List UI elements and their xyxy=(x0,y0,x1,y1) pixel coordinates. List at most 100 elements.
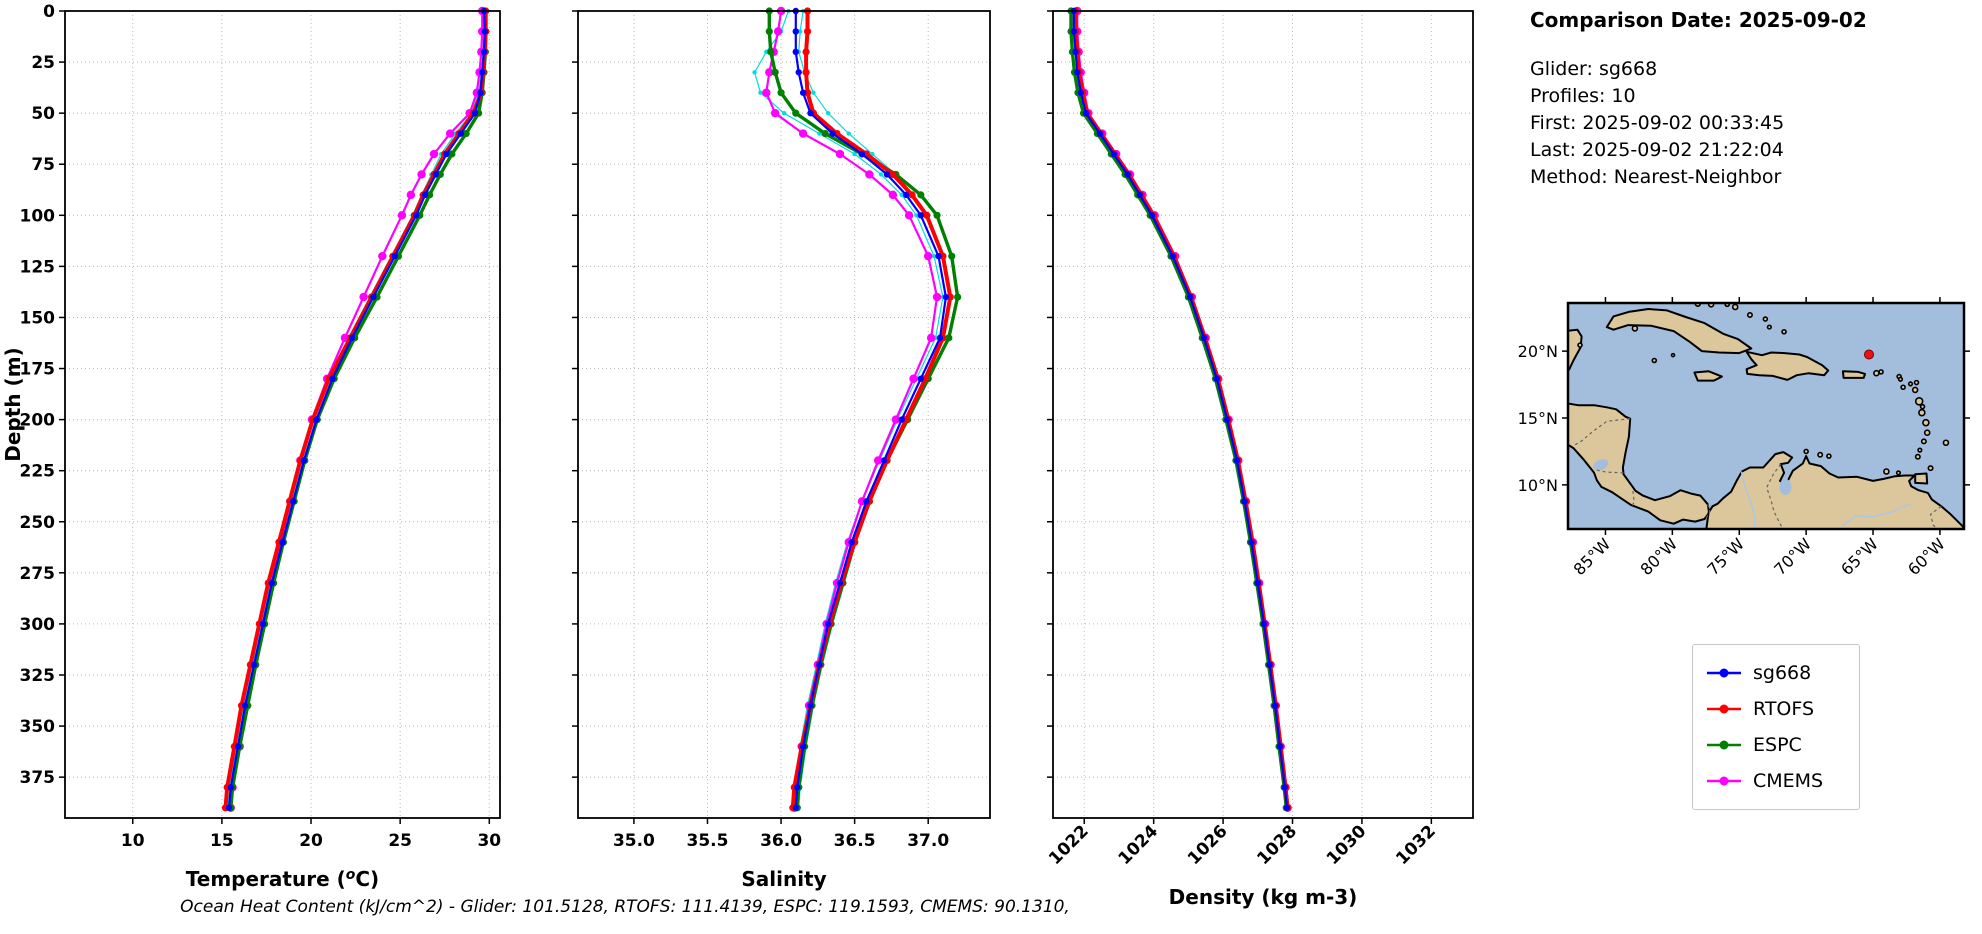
series-marker-glider-profile-2 xyxy=(846,131,851,136)
island xyxy=(1746,312,1753,319)
island xyxy=(1907,381,1914,387)
series-marker-sg668 xyxy=(1082,109,1090,117)
series-marker-ESPC xyxy=(945,334,953,342)
legend-item-label: ESPC xyxy=(1753,734,1802,756)
series-marker-sg668 xyxy=(807,109,814,117)
island xyxy=(1919,403,1926,410)
series-marker-sg668 xyxy=(313,416,320,423)
series-marker-sg668 xyxy=(1276,743,1284,750)
series-marker-glider-profile-1 xyxy=(931,253,937,259)
y-tick-label: 275 xyxy=(20,564,56,584)
series-marker-sg668 xyxy=(1110,150,1117,158)
y-tick-label: 0 xyxy=(43,2,55,22)
series-marker-sg668 xyxy=(936,334,944,342)
island xyxy=(1897,376,1904,382)
series-marker-RTOFS xyxy=(802,48,810,56)
series-marker-sg668 xyxy=(289,498,297,505)
x-tick-label: 1022 xyxy=(1045,821,1093,869)
info-panel: Glider: sg668 Profiles: 10 First: 2025-0… xyxy=(1530,56,1784,191)
series-marker-CMEMS xyxy=(406,190,416,200)
series-marker-ESPC xyxy=(792,109,800,117)
series-marker-sg668 xyxy=(829,130,836,137)
lake xyxy=(1779,478,1792,495)
series-marker-CMEMS xyxy=(891,415,901,424)
series-marker-RTOFS xyxy=(908,191,916,199)
map-x-tick-label: 80°W xyxy=(1636,534,1681,579)
map-x-tick-label: 70°W xyxy=(1770,534,1815,579)
series-marker-sg668 xyxy=(1124,171,1131,178)
series-marker-CMEMS xyxy=(904,211,914,220)
series-marker-sg668 xyxy=(824,620,832,628)
series-marker-CMEMS xyxy=(865,170,874,179)
axes-frame xyxy=(577,10,991,819)
x-tick-label: 20 xyxy=(299,831,323,851)
glider-position-marker xyxy=(1864,349,1875,360)
island xyxy=(1923,429,1931,437)
series-marker-CMEMS xyxy=(798,129,808,138)
series-marker-sg668 xyxy=(300,457,308,464)
map-inset: 85°W 80°W 75°W 70°W 65°W 60°W 20°N 15°N 10°N xyxy=(1518,297,1970,579)
island xyxy=(1911,386,1919,394)
info-glider: Glider: sg668 xyxy=(1530,58,1658,80)
y-tick-label: 325 xyxy=(20,666,56,686)
series-marker-ESPC xyxy=(436,170,444,179)
series-marker-sg668 xyxy=(1281,784,1289,791)
series-marker-sg668 xyxy=(883,171,891,178)
legend-item-label: CMEMS xyxy=(1753,770,1824,792)
series-marker-ESPC xyxy=(448,150,456,158)
legend-line-icon xyxy=(1707,704,1741,714)
plot-salinity: 35.0 35.5 36.0 36.5 37.0 Salinity xyxy=(572,6,991,891)
island xyxy=(1731,303,1739,311)
series-marker-sg668 xyxy=(443,150,450,158)
x-tick-label: 1026 xyxy=(1184,821,1232,869)
y-tick-label: 250 xyxy=(20,513,56,533)
series-marker-sg668 xyxy=(1077,89,1084,96)
series-marker-CMEMS xyxy=(932,292,942,302)
series-marker-sg668 xyxy=(1072,48,1079,56)
series-marker-glider-profile-2 xyxy=(825,110,831,116)
island xyxy=(1895,470,1902,476)
series-marker-sg668 xyxy=(413,212,420,219)
info-last-time: Last: 2025-09-02 21:22:04 xyxy=(1530,139,1784,161)
series-marker-sg668 xyxy=(1266,661,1273,668)
series-marker-glider-profile-1 xyxy=(817,131,822,136)
series-marker-ESPC xyxy=(462,129,470,138)
series-marker-glider-profile-1 xyxy=(752,70,757,75)
series-marker-sg668 xyxy=(1186,293,1194,301)
series-marker-sg668 xyxy=(848,538,855,546)
coastline xyxy=(1841,370,1866,379)
series-marker-CMEMS xyxy=(359,292,368,302)
series-marker-ESPC xyxy=(777,89,785,97)
series-marker-ESPC xyxy=(425,191,434,199)
series-marker-sg668 xyxy=(816,661,823,668)
series-marker-sg668 xyxy=(1254,579,1261,587)
comparison-date-title: Comparison Date: 2025-09-02 xyxy=(1530,8,1867,32)
legend: sg668 RTOFS ESPC CMEMS xyxy=(1692,644,1860,810)
series-marker-sg668 xyxy=(1070,28,1078,35)
series-marker-sg668 xyxy=(898,416,905,423)
series-marker-sg668 xyxy=(370,293,377,301)
series-marker-CMEMS xyxy=(888,190,898,200)
series-line-glider-profile-1 xyxy=(227,10,485,809)
series-marker-sg668 xyxy=(836,579,844,587)
series-marker-ESPC xyxy=(917,191,925,199)
series-marker-RTOFS xyxy=(889,170,897,179)
island xyxy=(1762,316,1769,322)
series-marker-sg668 xyxy=(457,130,464,137)
island xyxy=(1913,379,1920,386)
series-marker-sg668 xyxy=(1074,69,1081,76)
coastline xyxy=(1745,350,1830,381)
series-marker-CMEMS xyxy=(924,251,933,261)
series-marker-sg668 xyxy=(792,48,799,56)
y-tick-label: 375 xyxy=(20,768,56,788)
x-axis-label: Density (kg m-3) xyxy=(1169,885,1358,909)
y-tick-label: 350 xyxy=(20,717,56,737)
y-tick-label: 50 xyxy=(31,104,55,124)
island xyxy=(1900,384,1906,391)
series-marker-CMEMS xyxy=(762,88,771,97)
map-y-tick-label: 10°N xyxy=(1518,476,1558,495)
y-tick-label: 150 xyxy=(20,308,56,328)
info-first-time: First: 2025-09-02 00:33:45 xyxy=(1530,112,1785,134)
series-marker-RTOFS xyxy=(802,68,810,76)
series-line-RTOFS xyxy=(223,9,488,810)
